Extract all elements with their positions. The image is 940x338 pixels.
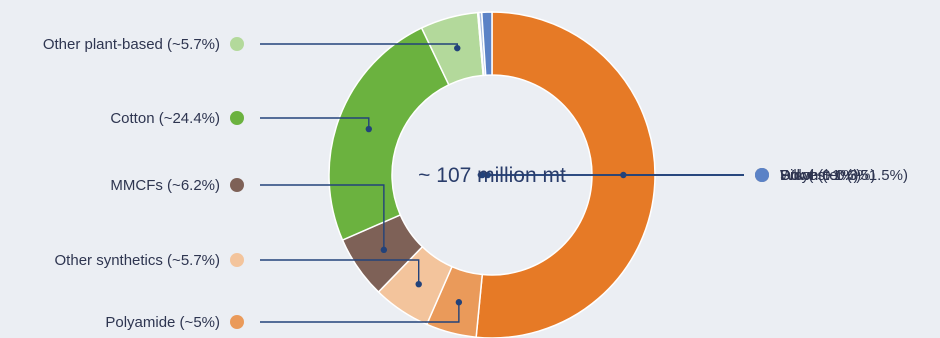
label-wool: Wool (~1%)	[780, 167, 859, 184]
label-mmcfs: MMCFs (~6.2%)	[110, 177, 220, 194]
leader-anchor-down	[479, 171, 486, 179]
label-other-plant-based: Other plant-based (~5.7%)	[43, 36, 220, 53]
label-polyamide: Polyamide (~5%)	[105, 314, 220, 331]
leader-anchor-other-plant-based	[454, 44, 461, 52]
legend-dot-cotton	[230, 111, 244, 125]
legend-dot-polyamide	[230, 315, 244, 329]
leader-anchor-polyamide	[455, 299, 463, 306]
center-label: ~ 107 million mt	[418, 164, 566, 187]
label-down: Down (~0.3%)	[780, 167, 875, 184]
label-silk: Silk (~0.1%)	[780, 167, 861, 184]
label-other-synthetics: Other synthetics (~5.7%)	[55, 252, 220, 269]
legend-dot-wool	[755, 168, 769, 182]
legend-dot-mmcfs	[230, 178, 244, 192]
slice-labels: Polyester (~51.5%) Polyamide (~5%) Other s…	[43, 36, 908, 331]
leader-anchor-cotton	[365, 125, 372, 133]
leader-line-polyamide	[260, 302, 460, 323]
leader-line-cotton	[260, 117, 370, 130]
leader-anchor-mmcfs	[380, 246, 388, 254]
leader-anchor-wool	[484, 171, 492, 179]
label-polyester: Polyester (~51.5%)	[780, 167, 908, 184]
legend-dot-other-synthetics	[230, 253, 244, 267]
legend-dot-other-plant-based	[230, 37, 244, 51]
leader-line-other-synthetics	[260, 259, 420, 285]
leader-line-mmcfs	[260, 184, 385, 250]
leader-anchor-other-synthetics	[415, 280, 422, 288]
slice-polyester	[475, 11, 656, 338]
label-cotton: Cotton (~24.4%)	[110, 110, 220, 127]
slice-wool	[480, 11, 493, 76]
leader-lines	[260, 43, 744, 323]
donut-slices	[328, 11, 656, 338]
slice-cotton	[328, 26, 450, 242]
